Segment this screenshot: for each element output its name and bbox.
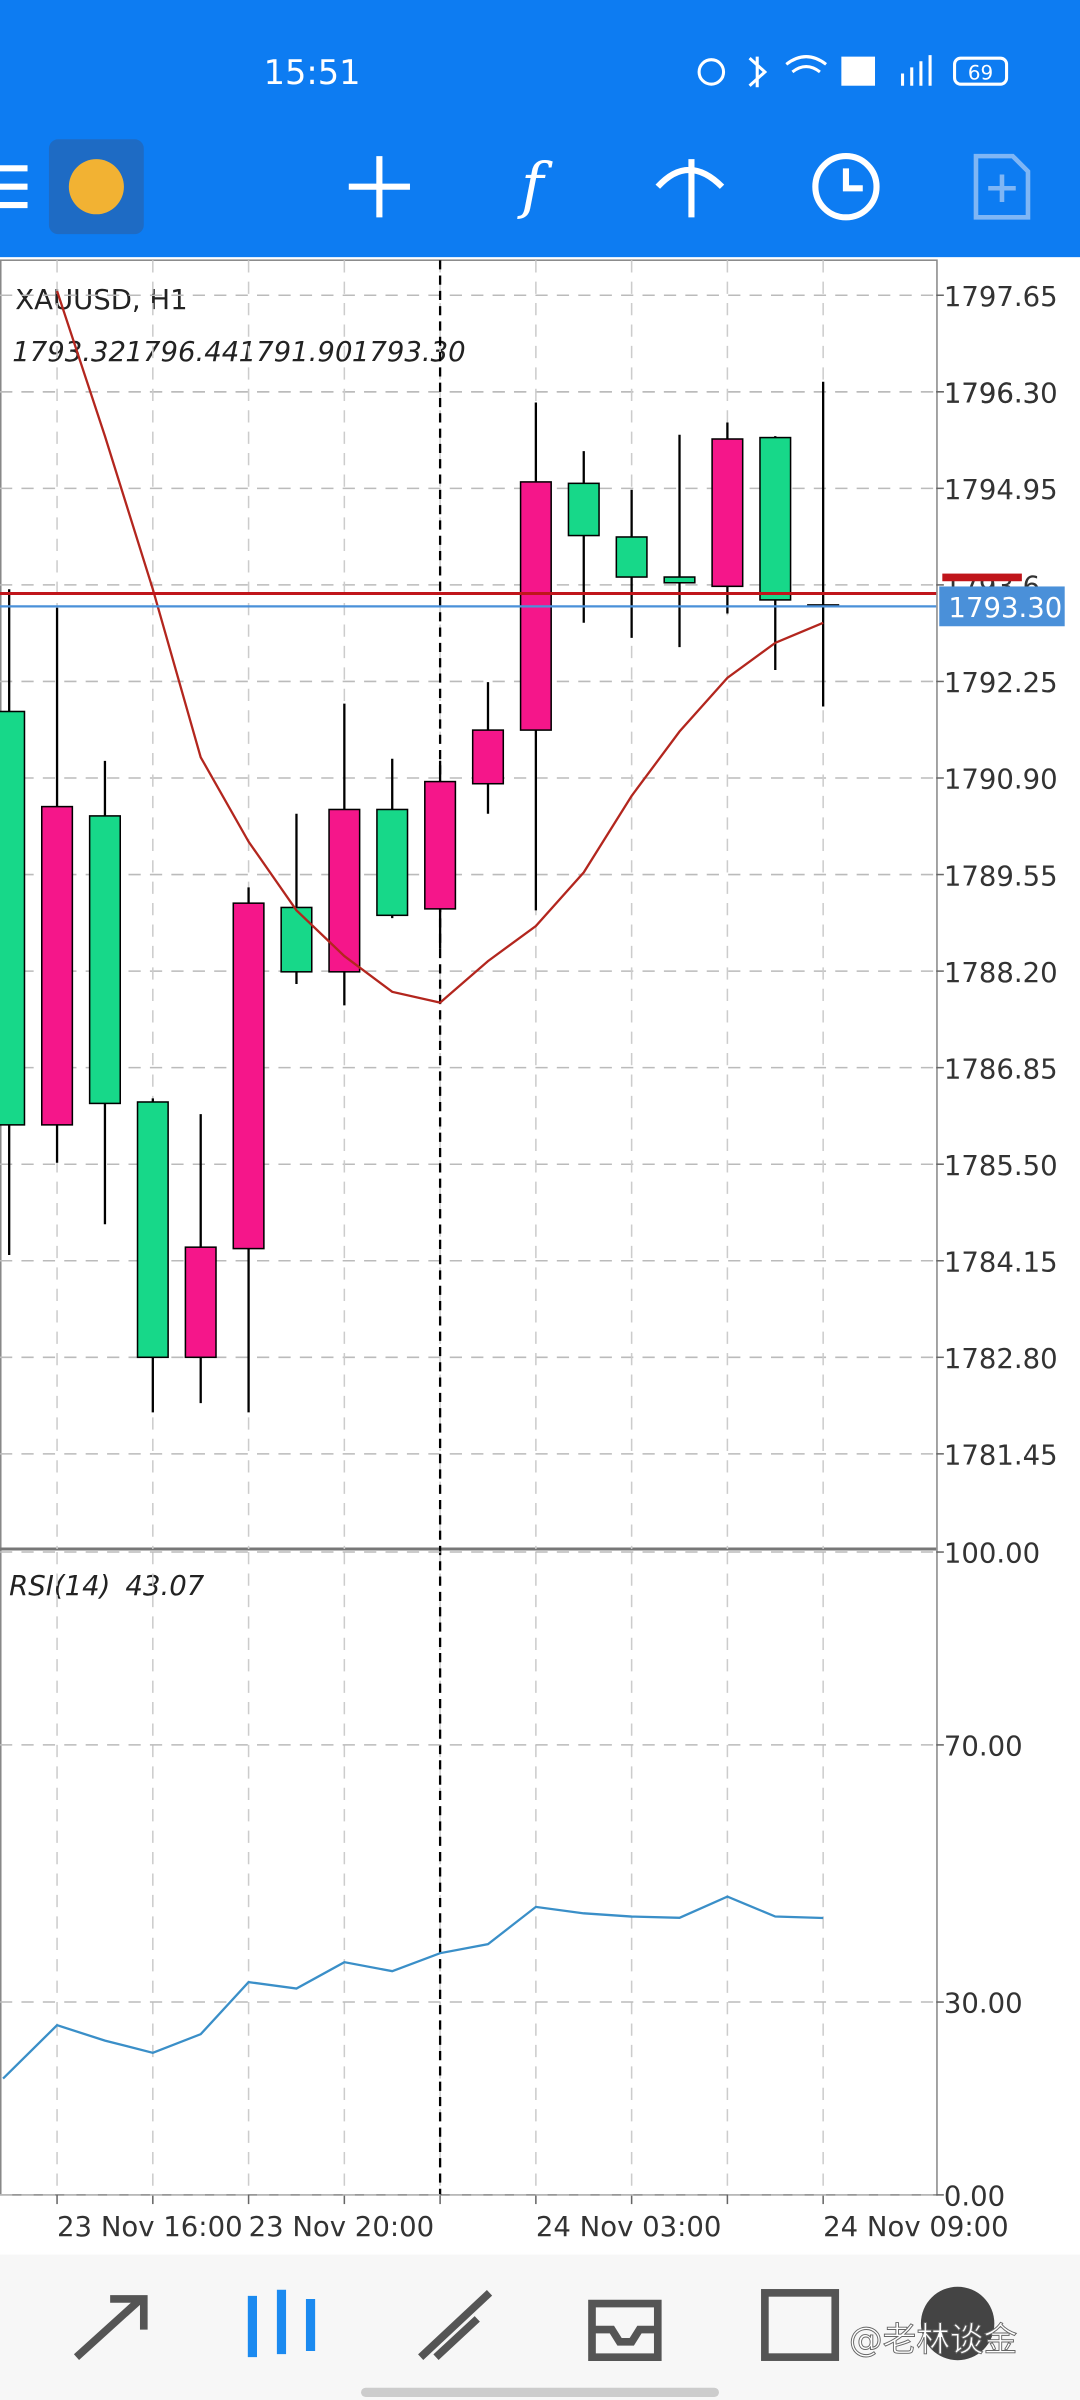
y-tick-label: 1785.50 bbox=[944, 1150, 1058, 1182]
x-tick-label: 23 Nov 20:00 bbox=[249, 2211, 435, 2243]
menu-button[interactable] bbox=[0, 165, 28, 209]
home-indicator bbox=[361, 2387, 719, 2397]
y-tick-label: 100.00 bbox=[944, 1538, 1040, 1570]
ask-marker bbox=[942, 573, 1022, 582]
candle-body bbox=[615, 536, 648, 578]
y-tick-label: 0.00 bbox=[944, 2181, 1005, 2213]
y-tick-label: 1792.25 bbox=[944, 667, 1058, 699]
candle-body bbox=[280, 906, 313, 973]
candle-body bbox=[376, 808, 409, 917]
ohlc-high: 1796.44 bbox=[125, 336, 239, 368]
ohlc-close: 1793.30 bbox=[352, 336, 466, 368]
ohlc-header: 1793.32 1796.44 1791.90 1793.30 bbox=[12, 336, 465, 368]
battery-level: 69 bbox=[968, 62, 993, 85]
chart-frame bbox=[0, 259, 938, 2196]
app-header bbox=[0, 0, 1080, 258]
nav-history[interactable] bbox=[588, 2299, 662, 2361]
y-tick-label: 1782.80 bbox=[944, 1343, 1058, 1375]
rsi-value: 43.07 bbox=[125, 1570, 204, 1602]
crosshair-button[interactable] bbox=[348, 156, 410, 218]
ohlc-low: 1791.90 bbox=[239, 336, 353, 368]
nav-news[interactable] bbox=[761, 2289, 840, 2361]
candle-body bbox=[328, 808, 361, 973]
candle-body bbox=[88, 815, 122, 1105]
candle-body bbox=[471, 729, 505, 785]
candle-body bbox=[136, 1101, 169, 1359]
bottom-nav bbox=[0, 2254, 1080, 2400]
y-tick-label: 1786.85 bbox=[944, 1053, 1058, 1085]
y-tick-label: 1790.90 bbox=[944, 764, 1058, 796]
y-tick-label: 1797.65 bbox=[944, 281, 1058, 313]
nav-quotes[interactable] bbox=[73, 2295, 148, 2360]
candle-body bbox=[567, 482, 600, 537]
candle-body bbox=[663, 576, 696, 584]
y-tick-label: 30.00 bbox=[944, 1988, 1023, 2020]
candle-body bbox=[711, 438, 744, 588]
candle-body bbox=[424, 780, 457, 910]
candle-body bbox=[232, 902, 265, 1250]
x-tick-label: 24 Nov 09:00 bbox=[823, 2211, 1009, 2243]
watermark: @老林谈金 bbox=[849, 2320, 1017, 2359]
timeframe-button[interactable] bbox=[812, 153, 880, 221]
y-tick-label: 1796.30 bbox=[944, 378, 1058, 410]
y-tick-label: 1781.45 bbox=[944, 1440, 1058, 1472]
y-tick-label: 70.00 bbox=[944, 1731, 1023, 1763]
y-tick-label: 1794.95 bbox=[944, 474, 1058, 506]
x-tick-label: 24 Nov 03:00 bbox=[536, 2211, 722, 2243]
ohlc-open: 1793.32 bbox=[12, 336, 126, 368]
candle-body bbox=[184, 1246, 217, 1359]
y-tick-label: 1784.15 bbox=[944, 1246, 1058, 1278]
chart-title: XAUUSD, H1 bbox=[15, 284, 187, 316]
candle-body bbox=[759, 436, 792, 601]
nav-trade[interactable] bbox=[418, 2290, 493, 2360]
candle-body bbox=[40, 805, 74, 1126]
status-icons bbox=[697, 55, 1009, 88]
bid-label: 1793.30 bbox=[948, 592, 1062, 624]
x-tick-label: 23 Nov 16:00 bbox=[57, 2211, 243, 2243]
rsi-title: RSI(14) bbox=[9, 1570, 110, 1602]
nav-settings[interactable] bbox=[920, 2286, 995, 2361]
status-time: 15:51 bbox=[264, 53, 361, 92]
y-tick-label: 1796.3 bbox=[944, 378, 1040, 410]
y-tick-label: 1788.20 bbox=[944, 957, 1058, 989]
moving-average bbox=[55, 290, 824, 1004]
y-tick-label: 1789.55 bbox=[944, 860, 1058, 892]
candle-body bbox=[0, 710, 26, 1126]
nav-chart[interactable] bbox=[247, 2289, 316, 2358]
bid-label-box bbox=[939, 586, 1065, 627]
template-button[interactable] bbox=[973, 153, 1031, 220]
rsi-line bbox=[2, 1895, 824, 2080]
trade-button[interactable] bbox=[655, 159, 725, 218]
bottom-nav-icons bbox=[73, 2286, 995, 2361]
